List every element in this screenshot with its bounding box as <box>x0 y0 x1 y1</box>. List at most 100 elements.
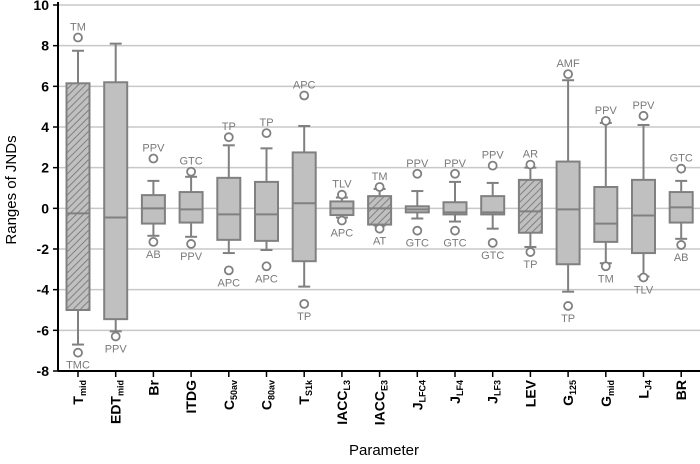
outlier-high-label: GTC <box>179 156 202 168</box>
outlier-low <box>223 265 234 276</box>
box-g125: AMF TP <box>555 58 581 325</box>
outlier-high-label: PPV <box>444 158 467 170</box>
outlier-low <box>336 215 347 226</box>
x-tick-label: JLF3 <box>485 380 503 404</box>
outlier-high-label: AR <box>523 149 538 161</box>
outlier-low-label: AB <box>674 252 689 264</box>
y-tick-label: -2 <box>37 241 50 257</box>
outlier-low <box>73 347 83 358</box>
box-iqr <box>555 160 581 266</box>
outlier-high-label: TP <box>259 117 273 129</box>
x-tick-label: IACCE3 <box>372 380 390 425</box>
y-tick-label: 8 <box>41 38 49 54</box>
box-edtmid: PPV <box>103 42 129 355</box>
box-br: GTC AB <box>668 153 694 264</box>
box-br: PPV AB <box>140 143 166 261</box>
outlier-high <box>336 189 347 200</box>
outlier-high <box>450 168 460 179</box>
outlier-high-label: APC <box>293 79 316 91</box>
box-iqr <box>367 195 393 226</box>
outlier-low-label: TP <box>297 311 311 323</box>
y-tick-label: -4 <box>37 282 50 298</box>
outlier-low <box>148 236 159 247</box>
outlier-high <box>186 166 197 177</box>
outlier-low-label: TM <box>598 273 614 285</box>
x-tick-label: G125 <box>560 380 578 406</box>
box-iqr <box>631 178 656 255</box>
x-tick-label: ITDG <box>183 380 199 414</box>
outlier-low-label: TLV <box>634 284 654 296</box>
x-tick-label: TS1k <box>296 379 314 405</box>
y-tick-label: -8 <box>37 363 50 379</box>
box-iqr <box>216 176 242 241</box>
outlier-high-label: GTC <box>670 153 693 165</box>
box-iqr <box>593 185 619 243</box>
y-tick-label: 4 <box>41 119 49 135</box>
y-tick-label: -6 <box>37 322 50 338</box>
y-tick-label: 0 <box>41 200 49 216</box>
box-iqr <box>178 191 204 224</box>
outlier-high <box>412 168 423 179</box>
outlier-low <box>374 223 385 234</box>
x-tick-label: IACCL3 <box>334 380 352 425</box>
boxes: TM TMC PPV PPV AB GTC PPV TP APC TP APC APC TP TLV APC… <box>65 22 694 372</box>
outlier-high-label: TM <box>70 22 86 34</box>
x-tick-label: BR <box>673 380 689 400</box>
outlier-low-label: GTC <box>406 238 429 250</box>
outlier-high <box>299 90 310 101</box>
outlier-low-label: TMC <box>66 360 90 372</box>
outlier-low <box>450 225 460 236</box>
outlier-low-label: AB <box>146 249 161 261</box>
x-tick-label: LJ4 <box>636 380 654 399</box>
outlier-high-label: TM <box>372 171 388 183</box>
outlier-low <box>525 247 536 257</box>
box-lj4: PPV TLV <box>631 100 656 296</box>
box-jlf3: PPV GTC <box>480 150 506 262</box>
outlier-high-label: TLV <box>332 179 352 191</box>
box-ts1k: APC TP <box>291 79 317 323</box>
outlier-high-label: PPV <box>406 158 429 170</box>
box-iqr <box>480 195 506 216</box>
box-c50av: TP APC <box>216 121 242 289</box>
y-tick-label: 6 <box>41 78 49 94</box>
outlier-high <box>261 128 272 139</box>
outlier-low-label: TP <box>523 259 537 271</box>
outlier-low-label: APC <box>255 273 278 285</box>
x-tick-label: Tmid <box>70 380 88 405</box>
box-jlfc4: PPV GTC <box>404 158 430 250</box>
y-tick-label: 10 <box>33 0 49 13</box>
box-iacce3: TM AT <box>367 171 393 248</box>
x-tick-label: C50av <box>221 380 239 410</box>
box-c80av: TP APC <box>254 117 279 285</box>
outlier-high <box>374 182 385 192</box>
outlier-high-label: TP <box>222 121 236 133</box>
box-iqr <box>140 194 166 225</box>
outlier-high <box>600 116 611 126</box>
box-iaccl3: TLV APC <box>329 179 355 240</box>
y-tick-label: 2 <box>41 160 49 176</box>
axes: 10 8 6 4 2 0 -2 -4 -6 -8 Tmid EDTmid Br ITDG C50av C80a… <box>33 0 700 425</box>
outlier-low-label: PPV <box>180 251 203 263</box>
outlier-high-label: PPV <box>632 100 655 112</box>
outlier-low <box>638 272 649 283</box>
x-tick-label: Gmid <box>598 380 616 407</box>
outlier-low <box>186 239 197 249</box>
outlier-high <box>638 110 649 121</box>
outlier-high <box>148 153 159 164</box>
box-iqr <box>291 151 317 263</box>
outlier-high <box>223 132 234 143</box>
box-iqr <box>65 82 91 311</box>
outlier-high-label: PPV <box>595 105 618 117</box>
x-tick-label: JLFC4 <box>409 380 427 410</box>
x-axis-title: Parameter <box>349 442 419 459</box>
box-iqr <box>254 180 279 242</box>
box-itdg: GTC PPV <box>178 156 204 263</box>
outlier-high-label: AMF <box>556 58 580 70</box>
outlier-high <box>676 163 687 174</box>
box-tmid: TM TMC <box>65 22 91 372</box>
box-gmid: PPV TM <box>593 105 619 285</box>
x-tick-label: EDTmid <box>108 380 126 424</box>
x-tick-label: C80av <box>259 380 277 410</box>
outlier-low <box>487 237 498 248</box>
box-jlf4: PPV GTC <box>442 158 468 250</box>
